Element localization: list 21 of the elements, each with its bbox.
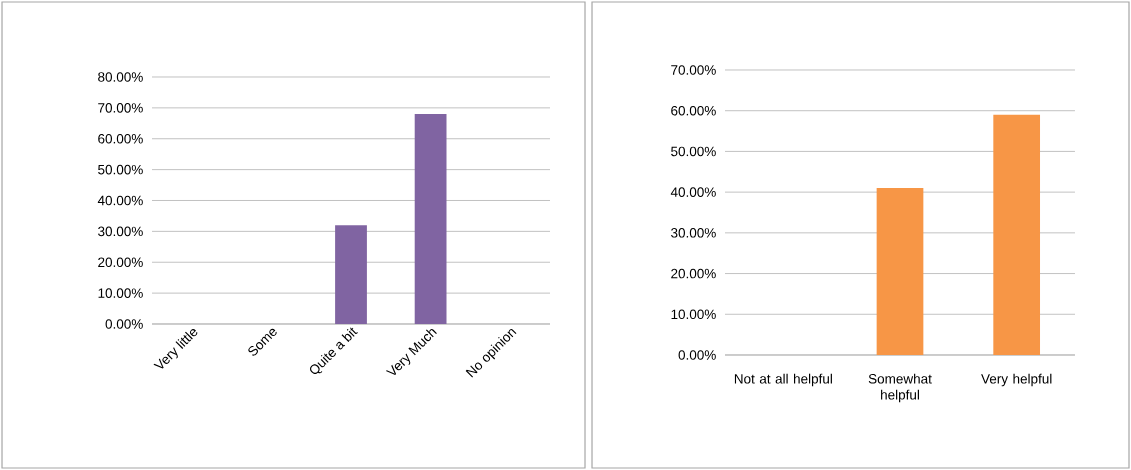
y-tick-label: 10.00%: [98, 288, 143, 298]
x-tick-label: Somewhat helpful: [868, 373, 932, 403]
y-tick-label: 70.00%: [98, 103, 143, 113]
x-tick-label: Very little: [153, 329, 198, 369]
y-tick-label: 0.00%: [105, 319, 143, 329]
x-tick-label: Not at all helpful: [734, 373, 832, 387]
y-tick-label: 30.00%: [671, 228, 716, 238]
y-tick-label: 40.00%: [670, 187, 716, 197]
y-tick-label: 0.00%: [678, 350, 716, 360]
y-tick-label: 10.00%: [671, 309, 716, 320]
y-tick-label: 50.00%: [98, 164, 143, 175]
y-tick-label: 30.00%: [98, 226, 143, 237]
y-tick-label: 60.00%: [98, 133, 143, 144]
y-tick-label: 70.00%: [671, 65, 716, 75]
x-tick-label: Very helpful: [981, 373, 1052, 387]
y-tick-label: 20.00%: [671, 268, 716, 279]
y-tick-label: 60.00%: [671, 105, 716, 116]
y-tick-label: 80.00%: [98, 72, 143, 82]
y-tick-label: 40.00%: [97, 195, 143, 206]
y-tick-label: 20.00%: [98, 257, 143, 268]
y-tick-label: 50.00%: [671, 146, 716, 157]
